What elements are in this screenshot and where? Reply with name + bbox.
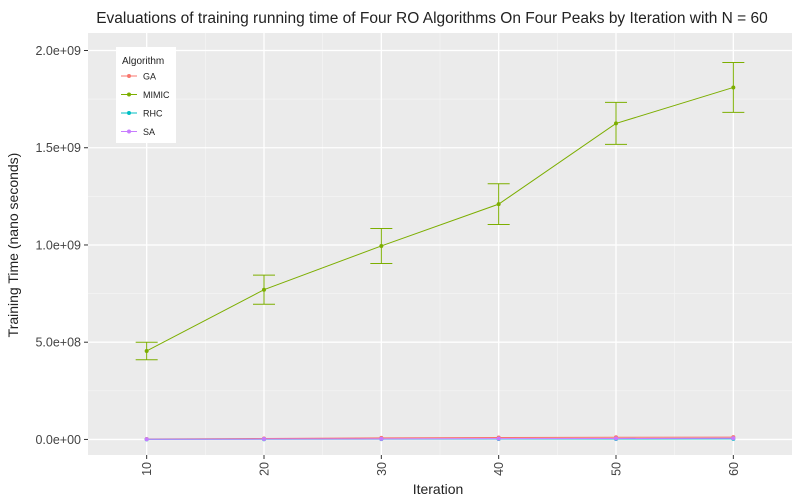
chart-title: Evaluations of training running time of … [96,10,768,27]
legend-key-point [127,74,131,78]
series-sa [144,436,736,442]
series-layer [135,62,745,442]
data-point-sa [144,437,149,442]
legend-key-point [127,111,131,115]
data-point-mimic [731,85,736,90]
legend-key-point [127,92,131,97]
data-point-sa [614,436,618,441]
series-line-ga [146,436,734,440]
y-tick-label: 0.0e+00 [35,433,81,447]
y-tick-label: 1.5e+09 [35,141,81,155]
series-line-sa [146,437,734,440]
legend-item-mimic: MIMIC [121,90,170,100]
legend-label: MIMIC [143,90,170,100]
legend-item-ga: GA [121,72,156,82]
y-tick-label: 5.0e+08 [35,336,81,350]
legend-item-sa: SA [121,127,155,137]
x-axis: 10 20 30 40 50 60 [140,455,741,476]
data-point-mimic [496,202,501,207]
x-tick-label: 30 [375,462,389,476]
data-point-sa [731,436,736,441]
x-tick-label: 10 [140,462,154,476]
data-point-sa [379,436,384,441]
data-point-mimic [379,243,384,248]
y-tick-label: 2.0e+09 [35,44,81,58]
legend-key-point [127,129,131,134]
data-point-sa [496,436,501,441]
x-axis-label: Iteration [413,481,464,497]
legend-title: Algorithm [122,56,164,67]
x-tick-label: 20 [258,462,272,476]
x-tick-label: 60 [727,462,741,476]
y-tick-label: 1.0e+09 [35,238,81,252]
series-mimic [135,62,745,361]
y-axis: 0.0e+00 5.0e+08 1.0e+09 1.5e+09 2.0e+09 [35,44,88,447]
x-tick-label: 50 [610,462,624,476]
legend-item-rhc: RHC [121,109,163,119]
y-axis-label: Training Time (nano seconds) [5,153,21,338]
legend-label: RHC [143,109,163,119]
data-point-sa [262,437,266,442]
x-tick-label: 40 [492,462,506,476]
series-line-mimic [146,86,734,352]
data-point-mimic [614,121,618,126]
data-point-mimic [262,287,266,292]
legend-label: GA [143,72,156,82]
legend: Algorithm GA MIMIC RHC SA [116,47,176,143]
legend-label: SA [143,127,155,137]
data-point-mimic [144,348,149,353]
